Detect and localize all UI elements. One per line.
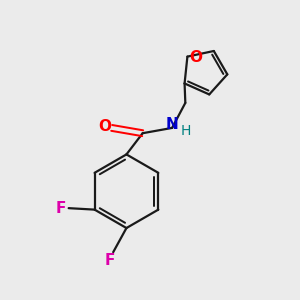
Text: N: N [166,117,178,132]
Text: O: O [190,50,203,65]
Text: H: H [181,124,191,138]
Text: O: O [99,119,112,134]
Text: F: F [105,253,116,268]
Text: F: F [56,201,67,216]
